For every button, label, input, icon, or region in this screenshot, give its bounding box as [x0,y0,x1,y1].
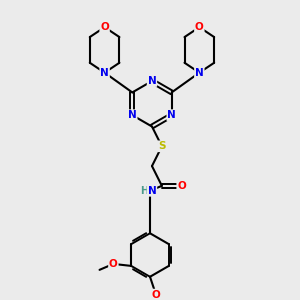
Text: O: O [100,22,109,32]
Text: H: H [140,186,148,196]
Text: O: O [109,259,118,269]
Text: O: O [177,181,186,191]
Text: N: N [100,68,109,78]
Text: N: N [195,68,204,78]
Text: N: N [148,186,156,196]
Text: N: N [128,110,137,120]
Text: S: S [158,141,166,151]
Text: O: O [152,290,160,300]
Text: N: N [148,76,156,86]
Text: N: N [167,110,176,120]
Text: O: O [195,22,204,32]
